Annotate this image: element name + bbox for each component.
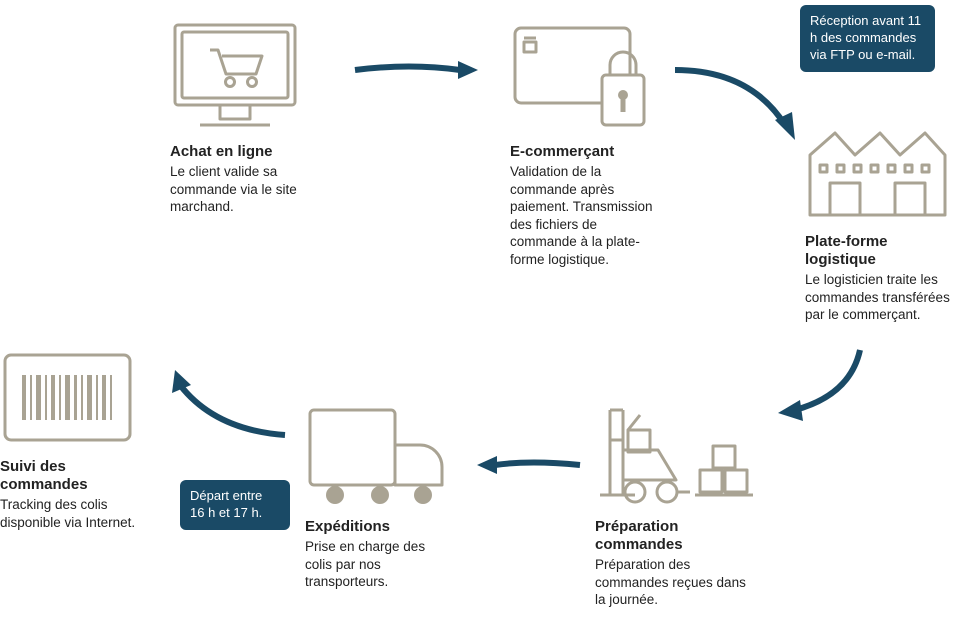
node-exped-desc: Prise en charge des colis par nos transp… bbox=[305, 538, 455, 591]
node-prep-title: Préparation commandes bbox=[595, 518, 760, 554]
node-achat: Achat en ligne Le client valide sa comma… bbox=[170, 20, 330, 216]
node-achat-title: Achat en ligne bbox=[170, 143, 330, 161]
node-platform-desc: Le logisticien traite les commandes tran… bbox=[805, 271, 955, 324]
node-exped: Expéditions Prise en charge des colis pa… bbox=[305, 400, 455, 591]
arrow-prep-exped bbox=[475, 450, 585, 480]
arrow-ecom-platform bbox=[670, 60, 810, 150]
node-ecom-desc: Validation de la commande après paiement… bbox=[510, 163, 660, 268]
node-suivi-title: Suivi des commandes bbox=[0, 458, 150, 494]
node-platform-title: Plate-forme logistique bbox=[805, 233, 955, 269]
warehouse-icon bbox=[805, 115, 950, 225]
node-ecom-title: E-commerçant bbox=[510, 143, 660, 161]
arrow-achat-ecom bbox=[350, 55, 480, 85]
node-platform: Plate-forme logistique Le logisticien tr… bbox=[805, 115, 955, 324]
truck-icon bbox=[305, 400, 455, 510]
node-suivi-desc: Tracking des colis disponible via Intern… bbox=[0, 496, 150, 531]
barcode-icon bbox=[0, 350, 140, 450]
node-ecom: E-commerçant Validation de la commande a… bbox=[510, 20, 660, 268]
node-prep: Préparation commandes Préparation des co… bbox=[595, 400, 760, 609]
forklift-icon bbox=[595, 400, 760, 510]
monitor-cart-icon bbox=[170, 20, 310, 135]
node-suivi: Suivi des commandes Tracking des colis d… bbox=[0, 350, 150, 531]
callout-reception: Réception avant 11 h des commandes via F… bbox=[800, 5, 935, 72]
node-prep-desc: Préparation des commandes reçues dans la… bbox=[595, 556, 760, 609]
callout-depart: Départ entre 16 h et 17 h. bbox=[180, 480, 290, 530]
arrow-exped-suivi bbox=[155, 370, 295, 450]
node-achat-desc: Le client valide sa commande via le site… bbox=[170, 163, 330, 216]
card-lock-icon bbox=[510, 20, 650, 135]
node-exped-title: Expéditions bbox=[305, 518, 455, 536]
arrow-platform-prep bbox=[775, 345, 875, 425]
